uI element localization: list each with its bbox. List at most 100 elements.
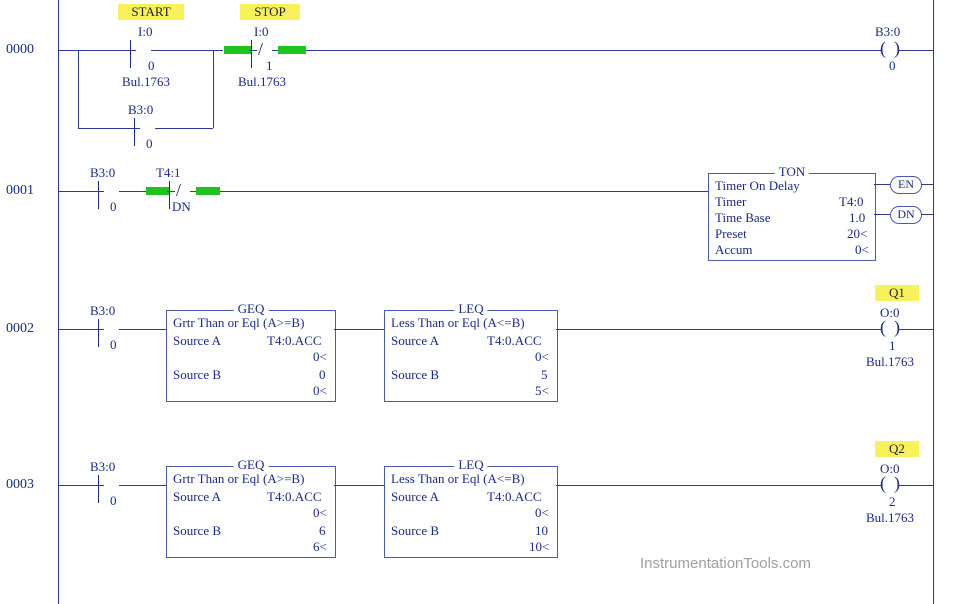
bit-stop: 1 <box>266 58 273 74</box>
coil-q2: () <box>876 476 904 494</box>
geq3-l1: Grtr Than or Eql (A>=B) <box>173 471 304 487</box>
addr-seal: B3:0 <box>128 102 153 118</box>
wire <box>162 128 213 129</box>
contact-r3-b3 <box>98 475 126 493</box>
bit-start: 0 <box>148 58 155 74</box>
geq-l3a: Source B <box>173 367 221 383</box>
wire <box>58 329 98 330</box>
addr-r3c1: B3:0 <box>90 459 115 475</box>
ton-l1: Timer On Delay <box>715 178 800 194</box>
geq-l2a: Source A <box>173 333 221 349</box>
wire <box>126 485 166 486</box>
desc-out-r3: Bul.1763 <box>866 510 914 526</box>
leq-l3b: 5 <box>541 367 548 383</box>
leq3-l2c: 0< <box>535 505 549 521</box>
wire <box>921 184 933 185</box>
contact-seal <box>134 118 162 136</box>
geq-l3c: 0< <box>313 383 327 399</box>
contact-r2-b3 <box>98 319 126 337</box>
bit-r3c1: 0 <box>110 493 117 509</box>
contact-r1-t4dn: / <box>169 181 197 199</box>
wire <box>904 50 933 51</box>
ton-l3a: Time Base <box>715 210 771 226</box>
geq-l1: Grtr Than or Eql (A>=B) <box>173 315 304 331</box>
bit-r1c2: DN <box>172 199 191 215</box>
wire <box>78 128 134 129</box>
branch-wire <box>213 50 214 128</box>
geq3-l3b: 6 <box>319 523 326 539</box>
coil-b3-0: () <box>876 41 904 59</box>
leq-l3c: 5< <box>535 383 549 399</box>
geq-l2c: 0< <box>313 349 327 365</box>
bit-out-r3: 2 <box>889 494 896 510</box>
leq-l3a: Source B <box>391 367 439 383</box>
ton-l5a: Accum <box>715 242 753 258</box>
contact-stop-nc: / <box>251 40 279 58</box>
contact-r1-b3 <box>98 181 126 199</box>
power-flow-bar <box>278 46 306 54</box>
addr-r2c1: B3:0 <box>90 303 115 319</box>
ton-l4b: 20< <box>847 226 867 242</box>
instruction-ton: TON Timer On Delay Timer T4:0 Time Base … <box>708 173 876 261</box>
leq-l2c: 0< <box>535 349 549 365</box>
leq3-l3c: 10< <box>529 539 549 555</box>
addr-r1c1: B3:0 <box>90 165 115 181</box>
geq-l3b: 0 <box>319 367 326 383</box>
leq3-l3b: 10 <box>535 523 548 539</box>
bit-out-r2: 1 <box>889 338 896 354</box>
instruction-geq-r2: GEQ Grtr Than or Eql (A>=B) Source A T4:… <box>166 310 336 402</box>
coil-q1: () <box>876 320 904 338</box>
rung-number-3: 0003 <box>6 477 34 493</box>
wire <box>334 329 384 330</box>
ton-dn-bubble: DN <box>890 206 922 224</box>
wire <box>874 184 890 185</box>
wire <box>220 191 708 192</box>
geq3-l2c: 0< <box>313 505 327 521</box>
geq3-l3c: 6< <box>313 539 327 555</box>
wire <box>556 329 876 330</box>
geq3-l2a: Source A <box>173 489 221 505</box>
ton-l5b: 0< <box>855 242 869 258</box>
wire <box>921 214 933 215</box>
power-flow-bar <box>196 187 220 195</box>
bit-seal: 0 <box>146 136 153 152</box>
wire <box>904 329 933 330</box>
desc-out-r2: Bul.1763 <box>866 354 914 370</box>
wire <box>58 50 130 51</box>
ton-l2a: Timer <box>715 194 746 210</box>
watermark: InstrumentationTools.com <box>640 555 811 572</box>
ton-en-bubble: EN <box>890 176 922 194</box>
addr-start: I:0 <box>138 24 152 40</box>
instruction-leq-r2: LEQ Less Than or Eql (A<=B) Source A T4:… <box>384 310 558 402</box>
ton-l4a: Preset <box>715 226 747 242</box>
power-rail-right <box>933 0 934 604</box>
instruction-leq-r3: LEQ Less Than or Eql (A<=B) Source A T4:… <box>384 466 558 558</box>
leq3-l1: Less Than or Eql (A<=B) <box>391 471 525 487</box>
instruction-geq-r3: GEQ Grtr Than or Eql (A>=B) Source A T4:… <box>166 466 336 558</box>
bit-r1c1: 0 <box>110 199 117 215</box>
rung-number-2: 0002 <box>6 321 34 337</box>
geq3-l3a: Source B <box>173 523 221 539</box>
branch-wire <box>78 50 79 128</box>
desc-stop: Bul.1763 <box>238 74 286 90</box>
wire <box>306 50 876 51</box>
geq3-l2b: T4:0.ACC <box>267 489 322 505</box>
wire <box>58 485 98 486</box>
wire <box>556 485 876 486</box>
addr-r1c2: T4:1 <box>156 165 181 181</box>
wire <box>126 329 166 330</box>
wire <box>874 214 890 215</box>
label-q2: Q2 <box>875 441 919 457</box>
rung-number-1: 0001 <box>6 183 34 199</box>
label-stop: STOP <box>240 4 300 20</box>
rung-number-0: 0000 <box>6 42 34 58</box>
label-start: START <box>118 4 184 20</box>
power-rail-left <box>58 0 59 604</box>
bit-r2c1: 0 <box>110 337 117 353</box>
wire <box>58 191 98 192</box>
geq-l2b: T4:0.ACC <box>267 333 322 349</box>
leq-l2a: Source A <box>391 333 439 349</box>
wire <box>904 485 933 486</box>
wire <box>334 485 384 486</box>
ton-l3b: 1.0 <box>849 210 865 226</box>
